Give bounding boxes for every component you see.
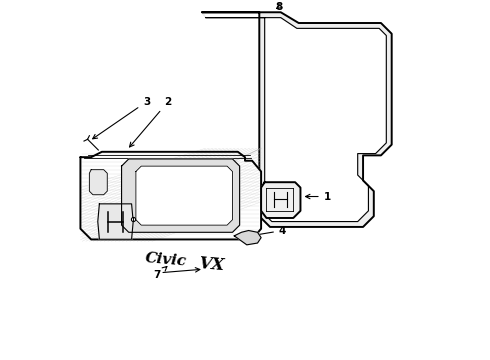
Text: VX: VX [198,255,225,275]
Text: 3: 3 [93,97,150,139]
Text: 6: 6 [137,211,157,221]
Text: 5: 5 [120,227,143,238]
Text: 4: 4 [254,225,286,237]
Text: 7: 7 [154,266,167,280]
Polygon shape [80,152,261,239]
Polygon shape [89,170,107,195]
Text: 1: 1 [306,192,331,202]
Polygon shape [202,12,392,227]
Text: Civic: Civic [145,251,188,268]
Polygon shape [261,182,300,218]
Polygon shape [122,159,240,232]
Polygon shape [98,204,133,239]
Text: 8: 8 [275,2,283,12]
Polygon shape [234,230,261,245]
Polygon shape [136,166,232,225]
Text: 2: 2 [129,97,172,147]
